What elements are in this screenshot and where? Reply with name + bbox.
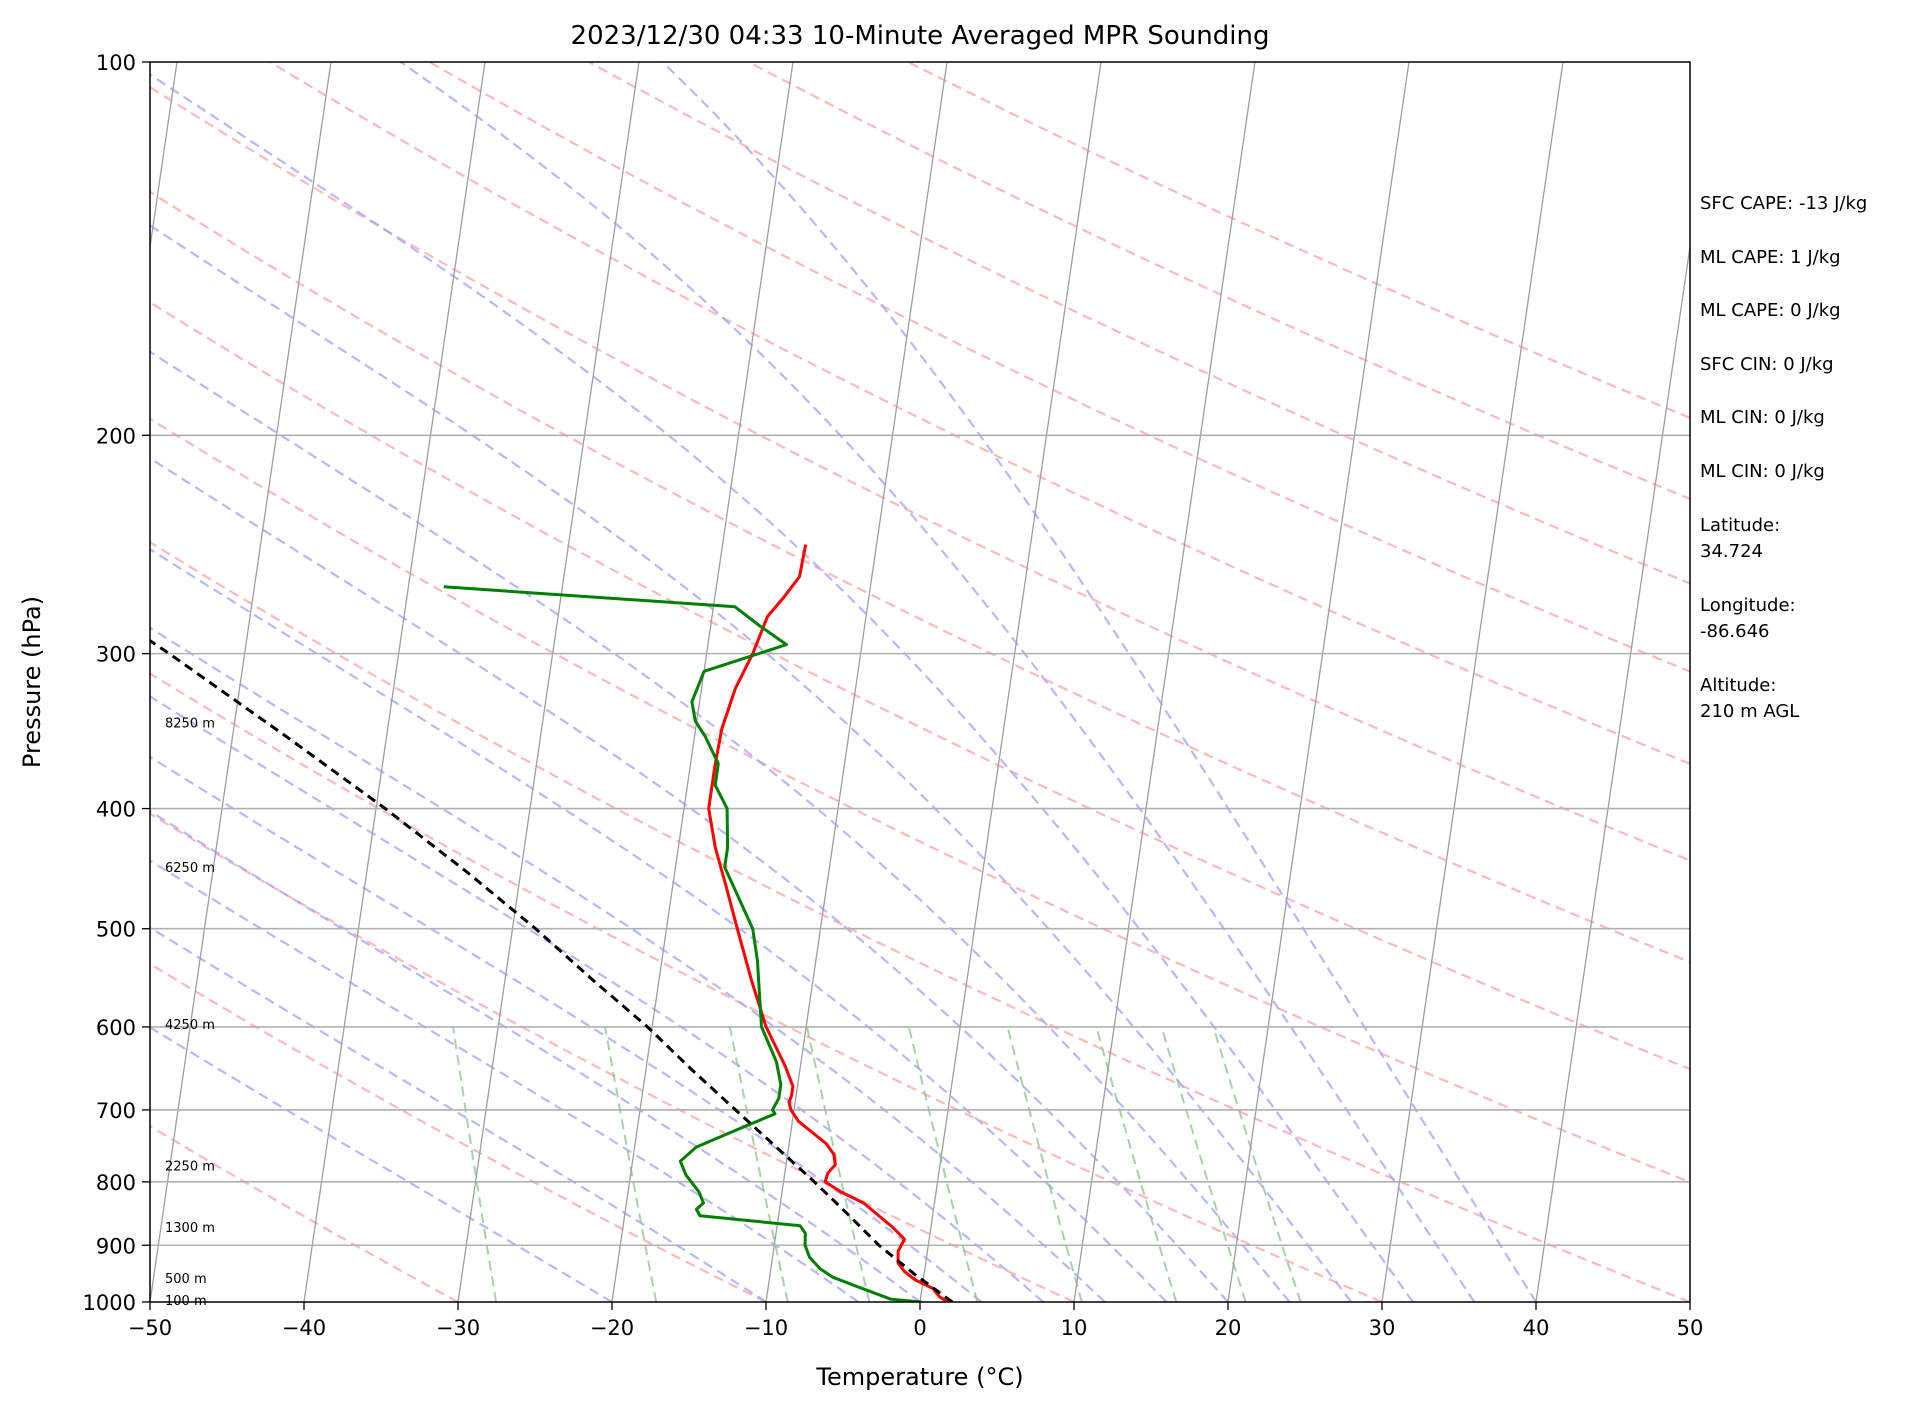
ml-cin-text-2: ML CIN: 0 J/kg — [1700, 461, 1825, 482]
info-panel: SFC CAPE: -13 J/kg ML CAPE: 1 J/kg ML CA… — [1700, 193, 1867, 722]
y-tick-label: 600 — [96, 1016, 136, 1040]
mixing-ratio-line — [1006, 1026, 1083, 1302]
mixing-ratio-line — [1212, 1026, 1302, 1302]
dry-adiabat-line — [150, 672, 1383, 1302]
x-tick-label: −30 — [436, 1316, 480, 1340]
moist-adiabat-line — [150, 626, 1106, 1302]
x-tick-label: −40 — [282, 1316, 326, 1340]
latitude-value: 34.724 — [1700, 541, 1763, 562]
altitude-label: 100 m — [165, 1294, 207, 1309]
y-tick-label: 700 — [96, 1099, 136, 1123]
altitude-label: 1300 m — [165, 1221, 215, 1236]
dewpoint-line — [443, 585, 922, 1302]
x-tick-label: −20 — [590, 1316, 634, 1340]
x-tick-label: 50 — [1677, 1316, 1704, 1340]
x-axis-ticks: −50 −40 −30 −20 −10 0 10 20 30 40 50 — [128, 1302, 1704, 1340]
ml-cape-text-2: ML CAPE: 0 J/kg — [1700, 300, 1841, 321]
altitude-label: 4250 m — [165, 1018, 215, 1033]
mixing-ratio-line — [907, 1026, 979, 1302]
moist-adiabat-line — [150, 695, 1044, 1302]
x-tick-label: 0 — [913, 1316, 926, 1340]
y-tick-label: 100 — [96, 51, 136, 75]
altitude-label: Altitude: — [1700, 675, 1776, 696]
x-tick-label: −10 — [744, 1316, 788, 1340]
moist-adiabat-line — [150, 1026, 613, 1302]
moist-adiabat-line — [150, 456, 1229, 1302]
longitude-label: Longitude: — [1700, 595, 1796, 616]
altitude-label: 500 m — [165, 1272, 207, 1287]
y-tick-label: 900 — [96, 1234, 136, 1258]
latitude-label: Latitude: — [1700, 515, 1780, 536]
mixing-ratio-line — [604, 1026, 658, 1302]
isotherm-line — [919, 62, 1102, 1302]
moist-adiabat-line — [661, 62, 1537, 1302]
mixing-ratio-line — [806, 1026, 871, 1302]
mixing-ratio-line — [728, 1026, 789, 1302]
sfc-cin-text: SFC CIN: 0 J/kg — [1700, 354, 1834, 375]
isotherm-line — [1073, 62, 1256, 1302]
y-tick-label: 1000 — [83, 1291, 136, 1315]
x-tick-label: 10 — [1061, 1316, 1088, 1340]
y-tick-label: 500 — [96, 918, 136, 942]
y-tick-label: 300 — [96, 643, 136, 667]
altitude-value: 210 m AGL — [1700, 701, 1799, 722]
y-axis-label: Pressure (hPa) — [18, 596, 46, 768]
altitude-label: 6250 m — [165, 861, 215, 876]
dry-adiabat-line — [150, 85, 1690, 862]
dry-adiabat-line — [428, 62, 1690, 673]
sounding-series — [150, 544, 954, 1302]
dry-adiabat-line — [150, 962, 767, 1302]
isotherm-line — [765, 62, 948, 1302]
dry-adiabat-line — [150, 540, 1690, 1302]
mixing-ratio-line — [1095, 1026, 1178, 1302]
ml-cape-text: ML CAPE: 1 J/kg — [1700, 247, 1841, 268]
y-tick-label: 200 — [96, 424, 136, 448]
moist-adiabat-line — [150, 350, 1291, 1302]
pressure-gridlines — [150, 434, 1690, 1247]
isotherm-line — [1535, 242, 1690, 1302]
moist-adiabat-line — [150, 755, 983, 1302]
dry-adiabat-line — [269, 62, 1690, 766]
x-tick-label: −50 — [128, 1316, 172, 1340]
background-lines — [150, 62, 1690, 1302]
mixing-ratio-line — [452, 1026, 497, 1302]
isotherm-line — [1381, 62, 1564, 1302]
altitude-label: 2250 m — [165, 1159, 215, 1174]
altitude-label: 8250 m — [165, 717, 215, 732]
moist-adiabat-line — [150, 926, 767, 1302]
moist-adiabat-line — [400, 62, 1476, 1302]
dry-adiabat-line — [150, 300, 1690, 1071]
y-tick-label: 400 — [96, 798, 136, 822]
moist-adiabat-line — [150, 809, 921, 1302]
y-axis-ticks: 100 200 300 400 500 600 700 800 900 1000 — [83, 51, 150, 1315]
isotherm-line — [457, 62, 640, 1302]
dry-adiabat-line — [150, 812, 1075, 1302]
x-axis-label: Temperature (°C) — [815, 1363, 1023, 1391]
ml-cin-text: ML CIN: 0 J/kg — [1700, 407, 1825, 428]
dry-adiabat-line — [150, 417, 1690, 1184]
moist-adiabat-line — [150, 73, 1414, 1302]
altitude-labels: 8250 m 6250 m 4250 m 2250 m 1300 m 500 m 100 m — [165, 717, 215, 1309]
moist-adiabat-line — [150, 547, 1168, 1302]
chart-title: 2023/12/30 04:33 10-Minute Averaged MPR … — [571, 21, 1270, 51]
dry-adiabat-line — [150, 1124, 459, 1302]
temperature-line — [707, 544, 949, 1302]
dry-adiabat-line — [150, 190, 1690, 964]
x-tick-label: 30 — [1369, 1316, 1396, 1340]
isotherm-line — [1227, 62, 1410, 1302]
parcel-line — [150, 638, 954, 1302]
isotherm-line — [611, 62, 794, 1302]
isotherm-line — [303, 62, 486, 1302]
longitude-value: -86.646 — [1700, 621, 1769, 642]
x-tick-label: 20 — [1215, 1316, 1242, 1340]
sfc-cape-text: SFC CAPE: -13 J/kg — [1700, 193, 1867, 214]
isotherm-line — [150, 62, 332, 1302]
x-tick-label: 40 — [1523, 1316, 1550, 1340]
moist-adiabat-line — [150, 224, 1353, 1302]
y-tick-label: 800 — [96, 1171, 136, 1195]
